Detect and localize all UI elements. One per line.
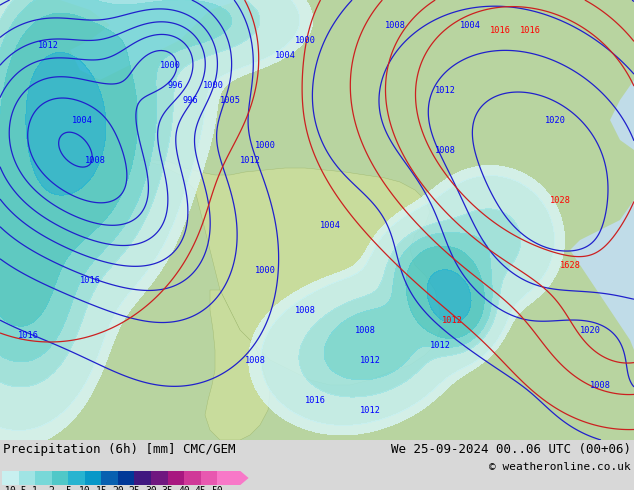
Text: 1005: 1005 bbox=[219, 96, 240, 104]
Bar bbox=[51, 471, 68, 485]
Bar bbox=[200, 471, 217, 485]
Text: 1: 1 bbox=[32, 486, 38, 490]
Text: 1008: 1008 bbox=[590, 381, 611, 390]
Text: 5: 5 bbox=[65, 486, 71, 490]
Bar bbox=[167, 471, 184, 485]
Text: 15: 15 bbox=[96, 486, 107, 490]
Text: 1008: 1008 bbox=[384, 21, 406, 29]
Text: 30: 30 bbox=[145, 486, 157, 490]
Text: 1008: 1008 bbox=[434, 146, 455, 154]
FancyArrow shape bbox=[234, 471, 249, 485]
Text: 1004: 1004 bbox=[460, 21, 481, 29]
Text: 0.1: 0.1 bbox=[0, 486, 11, 490]
Text: 1004: 1004 bbox=[72, 116, 93, 124]
Text: 1008: 1008 bbox=[354, 325, 375, 335]
Polygon shape bbox=[205, 290, 270, 440]
Bar bbox=[151, 471, 167, 485]
Text: 1012: 1012 bbox=[240, 155, 261, 165]
Polygon shape bbox=[0, 60, 110, 130]
Text: 20: 20 bbox=[112, 486, 124, 490]
Text: 1020: 1020 bbox=[579, 325, 600, 335]
Text: 996: 996 bbox=[182, 96, 198, 104]
Text: 40: 40 bbox=[178, 486, 190, 490]
Polygon shape bbox=[0, 0, 634, 440]
Text: © weatheronline.co.uk: © weatheronline.co.uk bbox=[489, 462, 631, 472]
Text: 1008: 1008 bbox=[245, 356, 266, 365]
Text: 2: 2 bbox=[49, 486, 55, 490]
Text: 1008: 1008 bbox=[84, 155, 105, 165]
Text: 45: 45 bbox=[195, 486, 207, 490]
Text: 1016: 1016 bbox=[304, 395, 325, 405]
Text: 1004: 1004 bbox=[275, 50, 295, 59]
Polygon shape bbox=[140, 160, 440, 385]
Bar bbox=[68, 471, 85, 485]
Bar bbox=[184, 471, 200, 485]
Text: 1012: 1012 bbox=[359, 406, 380, 415]
Bar bbox=[2, 471, 18, 485]
Text: 1028: 1028 bbox=[550, 196, 571, 204]
Text: 1000: 1000 bbox=[254, 266, 276, 274]
Text: 1012: 1012 bbox=[37, 41, 58, 49]
Text: Precipitation (6h) [mm] CMC/GEM: Precipitation (6h) [mm] CMC/GEM bbox=[3, 443, 235, 456]
Text: 1016: 1016 bbox=[519, 25, 541, 34]
Bar bbox=[18, 471, 35, 485]
Text: 1628: 1628 bbox=[559, 261, 581, 270]
Text: 1012: 1012 bbox=[359, 356, 380, 365]
Bar bbox=[217, 471, 234, 485]
Text: 0.5: 0.5 bbox=[10, 486, 27, 490]
Bar bbox=[118, 471, 134, 485]
Text: 1000: 1000 bbox=[160, 60, 181, 70]
Text: 1016: 1016 bbox=[18, 330, 39, 340]
Text: 1000: 1000 bbox=[202, 80, 224, 90]
Bar bbox=[101, 471, 118, 485]
Text: 35: 35 bbox=[162, 486, 173, 490]
Text: 1008: 1008 bbox=[295, 305, 316, 315]
Bar bbox=[35, 471, 51, 485]
Text: 50: 50 bbox=[211, 486, 223, 490]
Text: 25: 25 bbox=[129, 486, 140, 490]
Text: 10: 10 bbox=[79, 486, 91, 490]
Text: 1020: 1020 bbox=[545, 116, 566, 124]
Text: 1012: 1012 bbox=[434, 85, 455, 95]
Text: 1012: 1012 bbox=[429, 341, 451, 349]
Bar bbox=[134, 471, 151, 485]
Text: 1000: 1000 bbox=[254, 141, 276, 149]
Text: 1012: 1012 bbox=[441, 316, 462, 324]
Text: 1000: 1000 bbox=[295, 35, 316, 45]
Text: 1004: 1004 bbox=[320, 220, 340, 229]
Text: 1016: 1016 bbox=[489, 25, 510, 34]
Text: 996: 996 bbox=[167, 80, 183, 90]
Text: 1016: 1016 bbox=[79, 275, 101, 285]
Text: We 25-09-2024 00..06 UTC (00+06): We 25-09-2024 00..06 UTC (00+06) bbox=[391, 443, 631, 456]
Bar bbox=[85, 471, 101, 485]
